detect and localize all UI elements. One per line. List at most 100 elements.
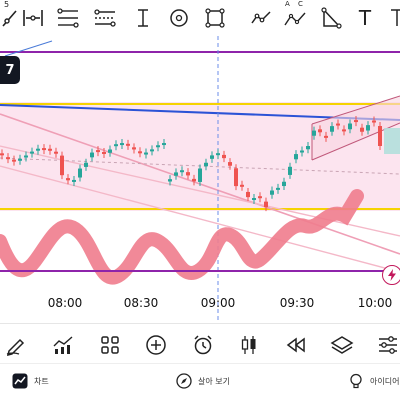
candle-body — [126, 143, 130, 146]
channel-upper — [311, 95, 400, 125]
candle-body — [378, 126, 382, 146]
price-range-icon[interactable] — [92, 4, 118, 32]
time-label: 08:00 — [47, 296, 83, 310]
ideas-icon — [348, 373, 364, 389]
brush-stroke[interactable] — [0, 189, 364, 285]
bottom-toolbar — [0, 323, 400, 364]
candle-body — [90, 152, 94, 158]
candle-body — [204, 162, 208, 167]
candle-body — [270, 190, 274, 195]
text-tool-label: T — [358, 6, 372, 30]
abcd-pattern-icon[interactable]: A C — [282, 0, 308, 32]
candle-body — [318, 129, 322, 133]
more-icon[interactable] — [384, 4, 400, 32]
candle-body — [72, 179, 76, 182]
settings-sliders-icon[interactable] — [374, 332, 400, 358]
candle-body — [48, 148, 52, 151]
candle-body — [198, 168, 202, 182]
bottom-nav: 차트 살아 보기 아이디어 — [0, 363, 400, 401]
candle-body — [240, 184, 244, 187]
polyline-icon[interactable] — [248, 4, 274, 32]
circle-icon[interactable] — [166, 4, 192, 32]
candle-body — [6, 157, 10, 160]
drawing-toolbar: 5 A C T — [0, 0, 400, 37]
candle-body — [354, 120, 358, 123]
candle-body — [144, 152, 148, 155]
add-icon[interactable] — [142, 332, 170, 358]
time-label: 10:00 — [357, 296, 393, 310]
candle-body — [216, 153, 220, 156]
candle-body — [102, 151, 106, 154]
candle-body — [168, 179, 172, 182]
candle-body — [336, 123, 340, 126]
candle-body — [360, 127, 364, 132]
candle-body — [60, 155, 64, 176]
text-icon[interactable]: T — [352, 4, 378, 32]
nav-chart-label: 차트 — [34, 376, 49, 386]
candle-body — [132, 147, 136, 150]
explore-icon — [176, 373, 192, 389]
price-chart[interactable]: 7 — [0, 36, 400, 323]
alarm-icon[interactable] — [189, 332, 217, 358]
candlestick-series[interactable] — [0, 116, 382, 212]
rewind-icon[interactable] — [282, 332, 310, 358]
candle-body — [186, 172, 190, 176]
candle-body — [84, 162, 88, 167]
candle-body — [252, 198, 256, 201]
candle-body — [120, 143, 124, 146]
candle-body — [300, 150, 304, 153]
rectangle-icon[interactable] — [202, 4, 228, 32]
alert-bolt-icon[interactable] — [382, 265, 400, 285]
candle-body — [162, 143, 166, 146]
candle-body — [114, 144, 118, 147]
candle-body — [312, 130, 316, 136]
chart-canvas[interactable] — [0, 36, 400, 323]
brand-badge[interactable]: 7 — [0, 56, 20, 84]
candle-body — [342, 129, 346, 132]
fib-levels-icon[interactable] — [55, 4, 81, 32]
vertical-text-cursor-icon[interactable] — [130, 4, 156, 32]
triangle-icon[interactable] — [318, 4, 344, 32]
channel-line-3[interactable] — [0, 165, 400, 273]
trend-line-small[interactable] — [4, 40, 53, 57]
candle-body — [210, 155, 214, 159]
candle-body — [282, 181, 286, 187]
grid-icon[interactable] — [96, 332, 124, 358]
candle-body — [0, 153, 4, 156]
candle-body — [264, 201, 268, 208]
candle-body — [324, 135, 328, 138]
time-label: 08:30 — [123, 296, 159, 310]
ray-line-icon[interactable] — [0, 4, 24, 32]
candle-body — [30, 151, 34, 154]
candle-body — [222, 154, 226, 159]
candle-body — [288, 166, 292, 175]
pen-icon[interactable] — [2, 332, 30, 358]
candle-body — [180, 170, 184, 173]
candle-body — [372, 120, 376, 123]
nav-explore-label: 살아 보기 — [198, 376, 230, 386]
horizontal-range-icon[interactable] — [20, 4, 46, 32]
candle-body — [150, 149, 154, 152]
candle-body — [294, 154, 298, 160]
nav-explore[interactable]: 살아 보기 — [176, 373, 230, 389]
time-label: 09:00 — [200, 296, 236, 310]
candle-body — [276, 187, 280, 190]
position-box[interactable] — [384, 128, 400, 154]
indicators-icon[interactable] — [49, 332, 77, 358]
candle-body — [156, 145, 160, 148]
parallel-channel[interactable] — [312, 96, 400, 160]
candle-body — [258, 196, 262, 199]
nav-ideas[interactable]: 아이디어 — [348, 373, 399, 389]
candle-body — [78, 168, 82, 178]
time-label: 09:30 — [279, 296, 315, 310]
candle-body — [24, 155, 28, 158]
candle-body — [96, 150, 100, 153]
candle-body — [108, 149, 112, 153]
candles-icon[interactable] — [235, 332, 263, 358]
toolbar-partial-label: 5 — [4, 0, 10, 9]
layers-icon[interactable] — [328, 332, 356, 358]
candle-body — [66, 178, 70, 181]
abcd-pattern-label: A C — [285, 0, 306, 8]
nav-chart[interactable]: 차트 — [12, 373, 49, 389]
chart-icon — [12, 373, 28, 389]
